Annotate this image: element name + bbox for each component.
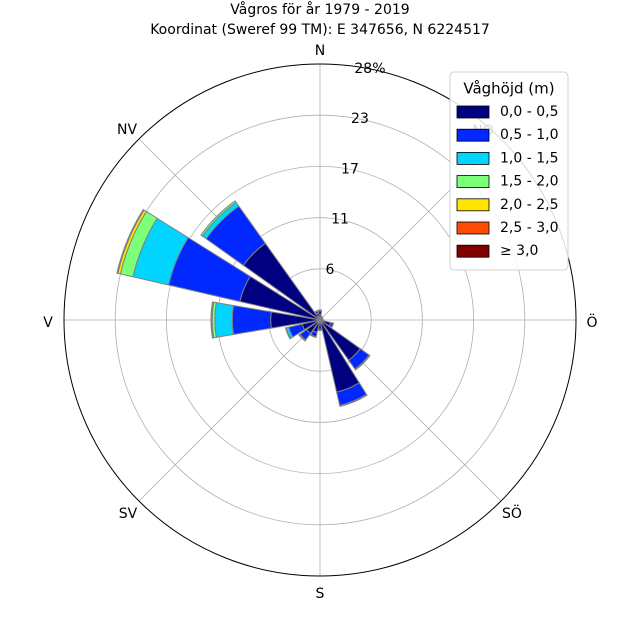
legend-entry: 1,0 - 1,5 [500,150,558,166]
rose-bar-segment [317,309,323,312]
radial-tick-label: 23 [351,111,369,127]
angular-label: SÖ [502,504,522,522]
rose-bar-segment [210,301,214,339]
rose-bar-segment [214,302,235,338]
rose-bar-segment [317,328,323,332]
radial-tick-label: 17 [341,161,359,177]
legend-box [449,71,569,271]
rose-bar-segment [231,304,272,336]
legend-swatch [456,105,490,119]
rose-bar-segment [320,315,323,318]
rose-bar-segment [285,327,291,340]
angular-label: Ö [586,313,597,331]
polar-frame [63,63,577,577]
radial-tick-label: 6 [326,262,335,278]
rose-bar-segment [354,354,371,371]
rose-bar-segment [314,310,319,313]
chart-title: Vågros för år 1979 - 2019 [230,1,409,18]
legend-entry: 1,5 - 2,0 [500,174,558,190]
angular-label: V [43,315,53,331]
legend-swatch [456,198,490,212]
grid-spoke [138,319,321,502]
legend-entry: 2,0 - 2,5 [500,197,558,213]
rose-bar-segment [116,208,145,274]
radial-tick-label: 11 [331,212,349,228]
rose-bar-segment [339,393,368,408]
legend-entry: ≥ 3,0 [500,243,538,259]
legend-swatch [456,175,490,189]
legend-swatch [456,221,490,235]
legend-swatch [456,128,490,142]
legend-title: Våghöjd (m) [463,80,554,98]
radial-tick-label: 28% [354,61,385,77]
legend-swatch [456,244,490,258]
rose-bar-segment [330,322,335,329]
rose-bar-segment [309,334,317,339]
rose-bar-segment [298,334,306,342]
angular-label: S [316,586,325,602]
angular-label: NV [117,122,137,138]
chart-subtitle: Koordinat (Sweref 99 TM): E 347656, N 62… [150,22,490,38]
legend: Våghöjd (m) 0,0 - 0,5 0,5 - 1,0 1,0 - 1,5 1,… [449,71,569,271]
legend-swatch [456,151,490,165]
legend-entry: 2,5 - 3,0 [500,220,558,236]
legend-entry: 0,0 - 0,5 [500,104,558,120]
bars-layer [116,200,371,408]
angular-label: N [315,43,325,59]
rose-bar-segment [200,200,237,237]
angular-label: SV [119,506,138,522]
legend-entry: 0,5 - 1,0 [500,127,558,143]
